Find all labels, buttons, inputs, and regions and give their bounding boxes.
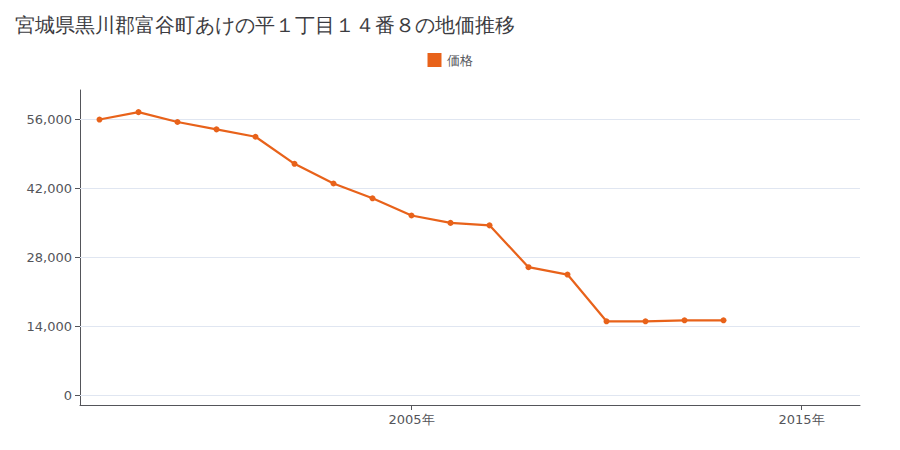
svg-text:2005年: 2005年	[388, 412, 434, 427]
svg-text:宮城県黒川郡富谷町あけの平１丁目１４番８の地価推移: 宮城県黒川郡富谷町あけの平１丁目１４番８の地価推移	[15, 13, 515, 37]
svg-text:56,000: 56,000	[27, 112, 73, 127]
svg-text:42,000: 42,000	[27, 181, 73, 196]
svg-text:価格: 価格	[447, 53, 473, 68]
svg-text:28,000: 28,000	[27, 250, 73, 265]
svg-text:14,000: 14,000	[27, 319, 73, 334]
svg-text:0: 0	[64, 388, 72, 403]
svg-text:2015年: 2015年	[778, 412, 824, 427]
